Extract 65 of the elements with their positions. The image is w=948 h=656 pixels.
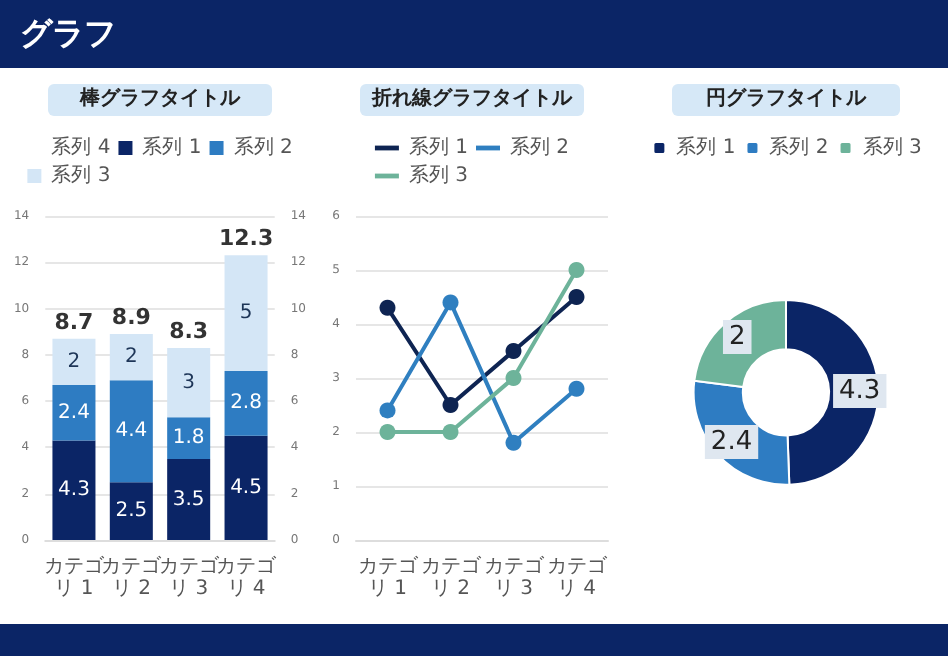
- data-label: 4.5: [230, 476, 262, 499]
- x-tick-label: カテゴリ 4: [216, 554, 279, 600]
- legend-label: 系列 1: [676, 135, 736, 159]
- x-tick-label: カテゴリ 2: [101, 554, 164, 600]
- point: [505, 343, 522, 359]
- legend-label: 系列 1: [408, 135, 469, 159]
- legend-label: 系列 1: [142, 135, 202, 159]
- bar: [224, 435, 268, 540]
- data-label: 4.3: [839, 375, 881, 406]
- legend-label: 系列 3: [51, 163, 111, 187]
- point: [379, 402, 396, 419]
- total-label: 8.7: [54, 308, 94, 335]
- chart-title: 棒グラフタイトル: [48, 84, 272, 116]
- text: グラフ: [20, 14, 116, 56]
- point: [568, 289, 585, 305]
- legend-label: 系列 2: [510, 135, 570, 159]
- chart-title: 折れ線グラフタイトル: [360, 84, 584, 116]
- data-label: 1.8: [172, 427, 205, 450]
- bar: [109, 482, 153, 540]
- bar: [52, 384, 96, 441]
- x-tick-label: カテゴリ 1: [43, 554, 106, 600]
- data-label: 2.4: [58, 401, 90, 424]
- total-label: 8.9: [111, 304, 151, 331]
- point: [505, 370, 522, 386]
- text: 系列 4: [51, 135, 111, 159]
- point: [442, 424, 459, 440]
- bar: [52, 440, 96, 540]
- x-tick-label: カテゴリ 3: [483, 554, 546, 600]
- data-label: 4.3: [58, 479, 90, 502]
- point: [568, 380, 585, 397]
- total-label: 8.3: [169, 317, 209, 344]
- chart-title: 円グラフタイトル: [672, 84, 900, 116]
- data-label: 5: [239, 302, 253, 325]
- data-label: 2: [124, 346, 138, 369]
- x-tick-label: カテゴリ 1: [357, 554, 420, 600]
- legend-label: 系列 2: [233, 135, 293, 159]
- data-label: 2: [728, 321, 746, 352]
- data-label: 2.8: [230, 392, 262, 415]
- bar: [167, 459, 211, 540]
- data-label: 3: [182, 371, 196, 394]
- point: [379, 424, 396, 440]
- legend-label: 系列 3: [862, 135, 922, 159]
- point: [568, 262, 585, 278]
- data-label: 2: [67, 350, 81, 373]
- data-label: 2.4: [710, 427, 753, 458]
- point: [442, 397, 459, 413]
- x-tick-label: カテゴリ 3: [158, 554, 221, 600]
- bar: [167, 347, 211, 418]
- x-tick-label: カテゴリ 4: [546, 554, 609, 600]
- total-label: 12.3: [218, 225, 274, 252]
- bar: [109, 334, 153, 381]
- legend-label: 系列 3: [408, 163, 469, 187]
- legend-label: 系列 2: [769, 135, 829, 159]
- data-label: 4.4: [115, 420, 148, 443]
- data-label: 2.5: [115, 500, 148, 523]
- bar: [167, 417, 211, 459]
- point: [505, 434, 522, 451]
- bar: [224, 255, 268, 372]
- bar: [52, 338, 96, 385]
- bar: [224, 371, 268, 436]
- point: [442, 294, 459, 311]
- data-label: 3.5: [172, 488, 205, 511]
- x-tick-label: カテゴリ 2: [420, 554, 483, 600]
- bar: [109, 380, 153, 483]
- point: [379, 299, 396, 316]
